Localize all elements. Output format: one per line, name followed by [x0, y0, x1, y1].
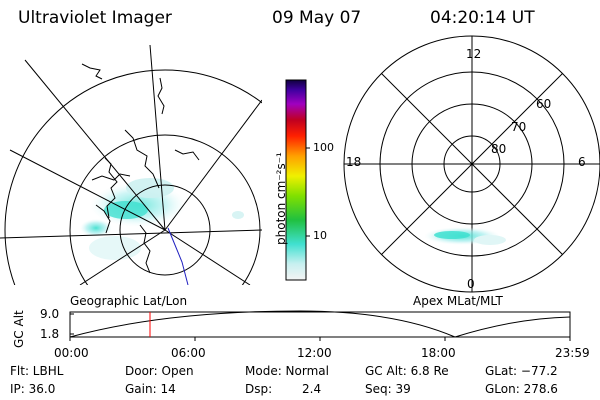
info-ip: IP: 36.0 — [10, 382, 56, 396]
polar-panel-label: Apex MLat/MLT — [413, 294, 503, 308]
info-gc-alt: GC Alt: 6.8 Re — [365, 364, 449, 378]
mlat-70-label: 70 — [511, 120, 527, 134]
x-tick-0000: 00:00 — [54, 346, 89, 360]
geo-meridians — [0, 45, 262, 285]
time-label: 04:20:14 UT — [430, 8, 535, 28]
mlt-6-label: 6 — [578, 155, 586, 169]
info-dsp-value: 2.4 — [302, 382, 322, 396]
x-tick-1800: 18:00 — [421, 346, 456, 360]
altitude-min-label: 1.8 — [40, 327, 60, 341]
colorbar — [285, 79, 307, 281]
geo-coastlines — [81, 63, 200, 274]
date-label: 09 May 07 — [272, 8, 362, 28]
mlt-0-label: 0 — [467, 277, 475, 291]
x-tick-2359: 23:59 — [555, 346, 590, 360]
altitude-plot-ticks — [69, 313, 571, 341]
polar-grid — [343, 35, 600, 293]
altitude-plot-frame — [69, 311, 571, 338]
info-glat: GLat: −77.2 — [485, 364, 558, 378]
colorbar-ticks — [306, 147, 310, 237]
x-tick-0600: 06:00 — [171, 346, 206, 360]
info-dsp-label: Dsp: — [245, 382, 273, 396]
polar-aurora-oval — [424, 227, 506, 245]
info-filter: Flt: LBHL — [10, 364, 64, 378]
mlat-80-label: 80 — [491, 142, 507, 156]
altitude-curve — [69, 310, 571, 338]
colorbar-tick-10: 10 — [313, 229, 327, 242]
info-glon: GLon: 278.6 — [485, 382, 558, 396]
info-gain: Gain: 14 — [125, 382, 176, 396]
mlt-18-label: 18 — [346, 155, 362, 169]
x-tick-1200: 12:00 — [297, 346, 332, 360]
geographic-panel-label: Geographic Lat/Lon — [70, 294, 188, 308]
instrument-title: Ultraviolet Imager — [18, 8, 172, 28]
geo-orbit-track — [167, 227, 189, 285]
altitude-axis-label: GC Alt — [12, 310, 26, 348]
colorbar-unit-label: photon cm⁻²s⁻¹ — [274, 152, 288, 245]
info-door: Door: Open — [125, 364, 194, 378]
altitude-max-label: 9.0 — [40, 307, 60, 321]
info-seq: Seq: 39 — [365, 382, 411, 396]
mlt-12-label: 12 — [466, 47, 482, 61]
mlat-60-label: 60 — [536, 97, 552, 111]
colorbar-tick-100: 100 — [313, 141, 334, 154]
geo-aurora-emission — [80, 178, 244, 260]
geographic-map — [0, 45, 262, 285]
info-mode: Mode: Normal — [245, 364, 329, 378]
